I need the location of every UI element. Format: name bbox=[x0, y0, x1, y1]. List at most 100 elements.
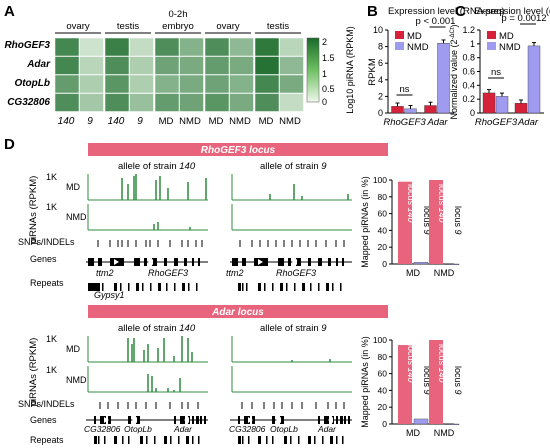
locus2-tracks: allele of strain 140 allele of strain 9 … bbox=[18, 323, 352, 445]
exon bbox=[288, 258, 291, 266]
strand-arrow bbox=[104, 417, 109, 423]
group-label: testis bbox=[117, 21, 139, 32]
y-tick-label: 4 bbox=[378, 75, 383, 85]
repeat-mark bbox=[122, 436, 124, 444]
panel-label-c: C bbox=[455, 3, 466, 20]
locus-banner bbox=[88, 305, 388, 318]
heatmap-cell bbox=[279, 93, 304, 112]
repeat-label: Gypsy1 bbox=[94, 290, 125, 300]
heatmap-cell bbox=[204, 74, 230, 94]
heatmap-cell bbox=[104, 56, 130, 75]
heatmap-cell bbox=[79, 37, 104, 57]
bar-label: locus 140 bbox=[406, 344, 416, 383]
repeat-mark bbox=[196, 283, 198, 291]
strand-arrow bbox=[132, 417, 137, 423]
snps-label: SNPs/INDELs bbox=[18, 237, 75, 247]
bar bbox=[437, 43, 450, 114]
exon bbox=[318, 416, 320, 424]
repeat-mark bbox=[248, 436, 250, 444]
chart-title-b: Expression level (RNA-seq) bbox=[388, 6, 505, 17]
exon bbox=[272, 416, 275, 424]
heatmap-cell bbox=[179, 74, 204, 94]
exon bbox=[200, 416, 202, 424]
legend-swatch bbox=[487, 42, 496, 50]
legend-label: MD bbox=[407, 31, 422, 42]
exon bbox=[296, 258, 301, 266]
y-tick-label: 80 bbox=[378, 192, 388, 202]
exon bbox=[328, 258, 331, 266]
heatmap-cell bbox=[229, 93, 254, 112]
exon bbox=[164, 258, 167, 266]
exon bbox=[342, 258, 344, 266]
bar bbox=[404, 108, 417, 114]
bar-label: locus 9 bbox=[422, 366, 432, 395]
colorbar-label: Log10 piRNA (RPKM) bbox=[345, 26, 355, 114]
y-axis-label: Normalized value (2-ΔCt) bbox=[449, 24, 459, 119]
x-tick-label: MD bbox=[406, 428, 420, 438]
x-tick-label: MD bbox=[406, 268, 420, 278]
chart-title-c: Expression level (qPCR) bbox=[474, 6, 550, 17]
col-label: 140 bbox=[108, 116, 125, 127]
heatmap-cell bbox=[79, 93, 104, 112]
repeats-label: Repeats bbox=[30, 435, 64, 445]
repeat-mark bbox=[188, 283, 190, 291]
y-tick-label: 40 bbox=[378, 225, 388, 235]
bar bbox=[495, 96, 509, 114]
heatmap-cell bbox=[129, 74, 154, 94]
exon bbox=[136, 416, 140, 424]
repeat-mark bbox=[238, 436, 241, 444]
heatmap-cell bbox=[279, 56, 304, 75]
col-label: 9 bbox=[87, 116, 93, 127]
repeat-mark bbox=[280, 283, 283, 291]
strand-arrow bbox=[292, 259, 297, 265]
repeat-mark bbox=[150, 283, 152, 291]
y-axis-label: piRNAs (RPKM) bbox=[28, 338, 39, 407]
repeat-mark bbox=[178, 436, 180, 444]
repeat-mark bbox=[310, 283, 312, 291]
exon bbox=[232, 258, 238, 266]
repeat-mark bbox=[166, 283, 168, 291]
legend-label: NMD bbox=[407, 42, 429, 53]
repeat-mark bbox=[314, 436, 316, 444]
repeat-mark bbox=[238, 283, 241, 291]
exon bbox=[144, 258, 147, 266]
x-tick-label: RhoGEF3 bbox=[383, 117, 426, 128]
repeat-mark bbox=[258, 436, 261, 444]
track-label-md: MD bbox=[66, 344, 80, 354]
heatmap-cell bbox=[179, 56, 204, 75]
legend-label: MD bbox=[499, 31, 514, 42]
repeat-mark bbox=[114, 283, 117, 291]
annotation: ns bbox=[491, 67, 501, 78]
heatmap-cell bbox=[254, 56, 280, 75]
row-label: CG32806 bbox=[7, 97, 50, 108]
heatmap-cell bbox=[229, 74, 254, 94]
snps-label: SNPs/INDELs bbox=[18, 399, 75, 409]
heatmap-cell bbox=[129, 37, 154, 57]
exon bbox=[184, 258, 187, 266]
col-label: MD bbox=[209, 116, 224, 127]
repeat-mark bbox=[322, 436, 324, 444]
strand-arrow bbox=[184, 417, 189, 423]
heatmap-cell bbox=[104, 93, 130, 112]
repeat-mark bbox=[128, 436, 130, 444]
heatmap-cell bbox=[179, 37, 204, 57]
group-label: ovary bbox=[66, 21, 89, 32]
exon bbox=[242, 258, 246, 266]
repeat-mark bbox=[290, 436, 292, 444]
gene-label: Adar bbox=[173, 424, 193, 434]
repeat-mark bbox=[140, 436, 143, 444]
group-label: embryo bbox=[162, 21, 194, 32]
bar bbox=[413, 418, 429, 425]
annotation: p < 0.001 bbox=[416, 16, 456, 27]
col-label: NMD bbox=[279, 116, 301, 127]
repeat-mark bbox=[332, 283, 334, 291]
repeat-mark bbox=[154, 436, 156, 444]
repeat-mark bbox=[174, 283, 176, 291]
repeat-mark bbox=[102, 283, 104, 291]
bar bbox=[398, 181, 412, 264]
exon bbox=[196, 416, 199, 424]
exon bbox=[318, 258, 322, 266]
